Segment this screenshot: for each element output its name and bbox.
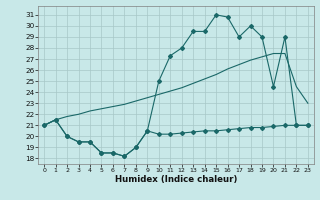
X-axis label: Humidex (Indice chaleur): Humidex (Indice chaleur) xyxy=(115,175,237,184)
